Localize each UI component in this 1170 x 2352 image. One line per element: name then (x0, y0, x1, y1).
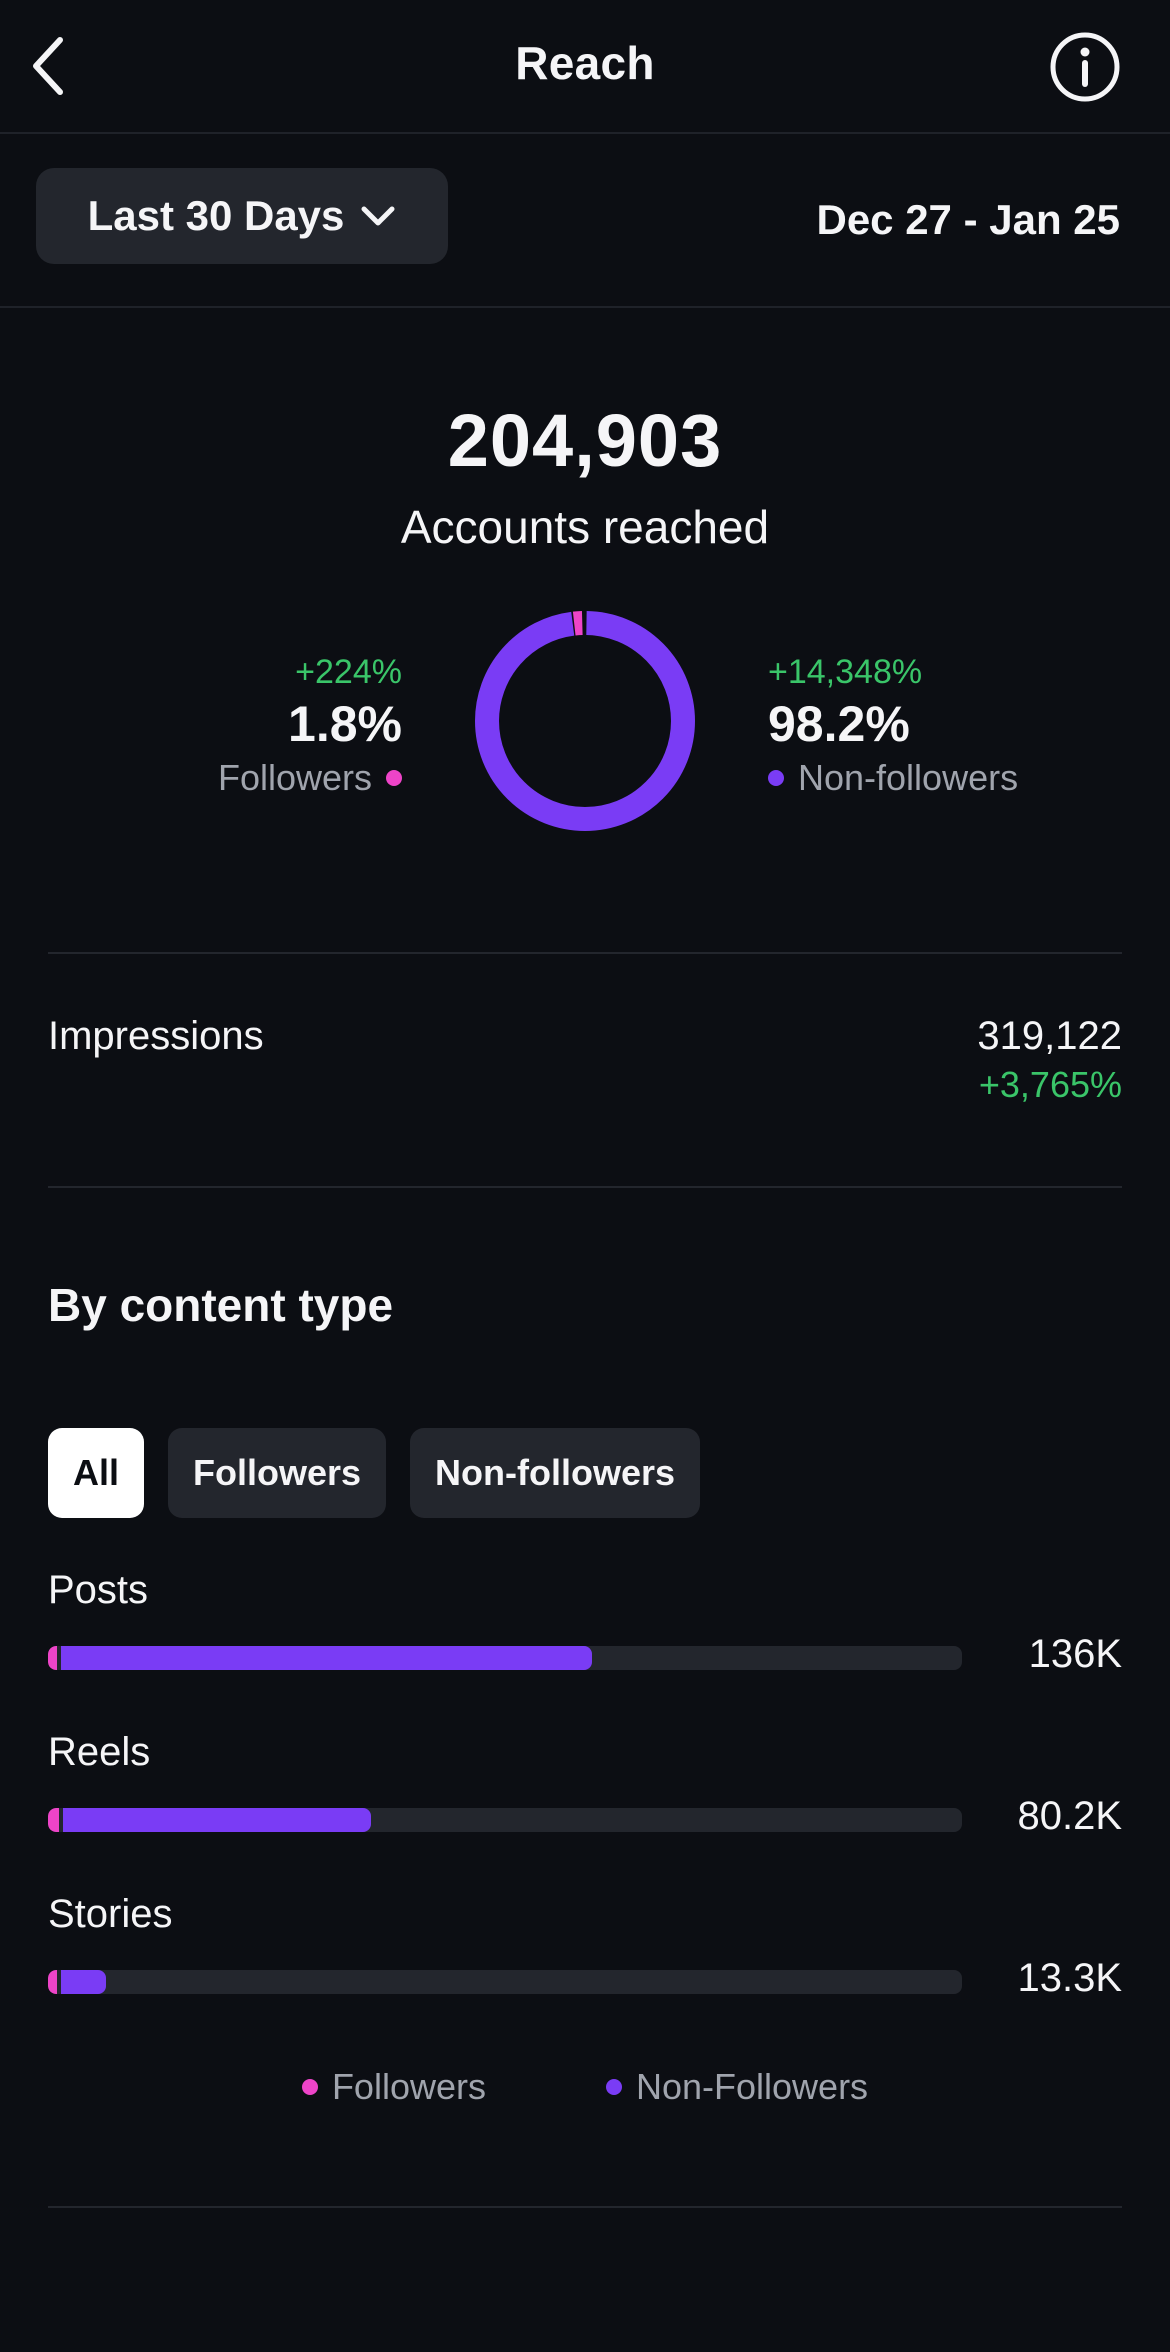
chart-legend: Followers Non-Followers (0, 2066, 1170, 2108)
impressions-change: +3,765% (978, 1064, 1122, 1105)
bar-value: 13.3K (1017, 1956, 1122, 2000)
accounts-reached-value: 204,903 (447, 399, 723, 482)
bar-value: 136K (1028, 1632, 1122, 1676)
bar-followers-segment (48, 1808, 59, 1832)
back-button[interactable] (22, 34, 74, 98)
non-followers-dot (768, 770, 784, 786)
non-followers-label: Non-followers (798, 757, 1019, 798)
date-range-label: Last 30 Days (87, 192, 345, 239)
bar-label: Reels (48, 1730, 151, 1774)
info-button[interactable] (1048, 30, 1122, 104)
date-range-row: Last 30 Days Dec 27 - Jan 25 (0, 134, 1170, 308)
legend-dot-non-followers (605, 2079, 622, 2095)
legend-label: Non-Followers (635, 2066, 869, 2107)
bar-value: 80.2K (1017, 1794, 1122, 1838)
bar-followers-segment (48, 1970, 58, 1994)
chevron-down-icon (361, 206, 395, 226)
bar-track (48, 1970, 962, 1994)
impressions-value: 319,122 (977, 1014, 1122, 1058)
bar-non-followers-segment (62, 1808, 371, 1832)
legend-label: Followers (331, 2066, 486, 2107)
donut-non-followers-arc (475, 611, 695, 831)
impressions-label: Impressions (48, 1014, 264, 1058)
divider (48, 2206, 1122, 2208)
reach-donut-chart (475, 611, 695, 831)
filter-chip-followers[interactable]: Followers (168, 1428, 387, 1518)
top-bar: Reach (0, 0, 1170, 134)
content-type-bars: Posts 136K Reels 80.2K Stories 13.3K (48, 1568, 1122, 2054)
info-icon (1050, 32, 1120, 102)
divider (48, 1186, 1122, 1188)
followers-label: Followers (217, 757, 372, 798)
followers-change: +224% (295, 653, 402, 691)
non-followers-percent: 98.2% (768, 696, 910, 752)
accounts-reached-label: Accounts reached (400, 501, 770, 553)
content-bar-posts: Posts 136K (48, 1568, 1122, 1730)
bar-label: Stories (48, 1892, 173, 1936)
followers-percent: 1.8% (288, 696, 402, 752)
bar-non-followers-segment (61, 1970, 107, 1994)
bar-track (48, 1808, 962, 1832)
followers-dot (386, 770, 402, 786)
filter-chip-non-followers[interactable]: Non-followers (410, 1428, 701, 1518)
bar-non-followers-segment (61, 1646, 592, 1670)
bar-track (48, 1646, 962, 1670)
bar-label: Posts (48, 1568, 149, 1612)
content-bar-reels: Reels 80.2K (48, 1730, 1122, 1892)
content-type-filters: All Followers Non-followers (48, 1428, 701, 1518)
page-title: Reach (515, 37, 655, 89)
legend-dot-followers (301, 2079, 318, 2095)
date-range-dropdown[interactable]: Last 30 Days (36, 168, 448, 264)
non-followers-change: +14,348% (768, 653, 923, 691)
legend-non-followers: Non-Followers (605, 2066, 869, 2108)
bar-followers-segment (48, 1646, 58, 1670)
filter-chip-all[interactable]: All (48, 1428, 145, 1518)
content-bar-stories: Stories 13.3K (48, 1892, 1122, 2054)
content-type-title: By content type (48, 1279, 394, 1331)
legend-followers: Followers (301, 2066, 486, 2108)
chevron-left-icon (33, 37, 63, 95)
divider (48, 952, 1122, 954)
date-range-text: Dec 27 - Jan 25 (816, 196, 1120, 243)
non-followers-stat: +14,348% 98.2% Non-followers (768, 650, 1018, 802)
followers-stat: +224% 1.8% Followers (218, 650, 402, 802)
